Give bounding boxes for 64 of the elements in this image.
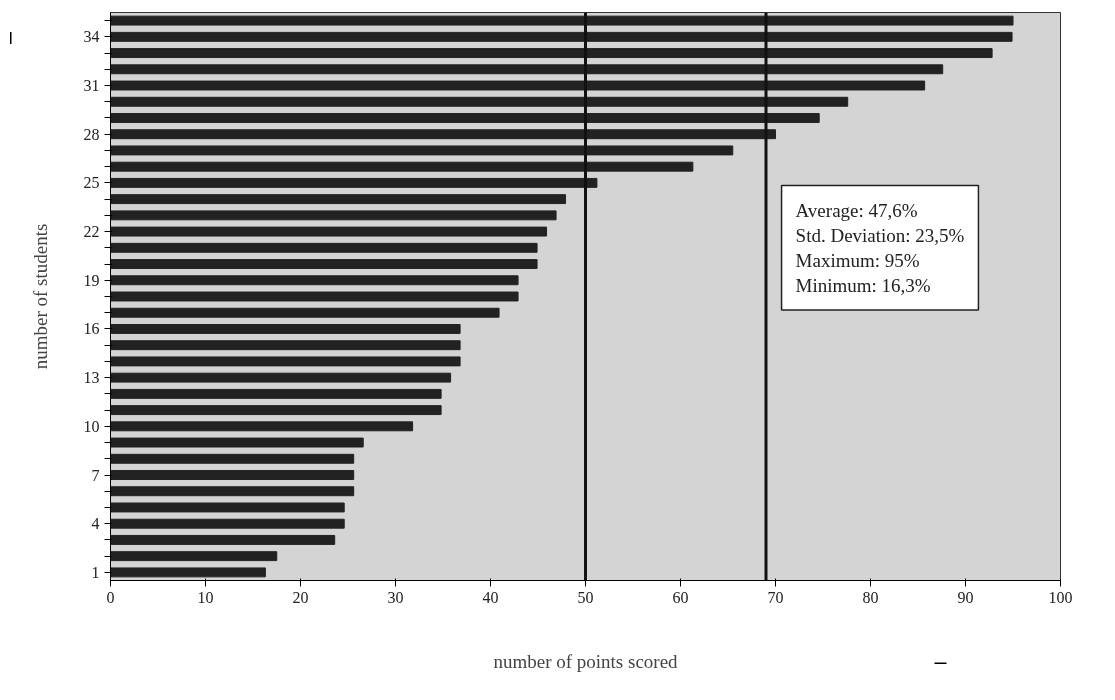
y-tick-label: 31: [83, 77, 100, 95]
bar: [110, 323, 461, 334]
bar: [110, 502, 345, 513]
x-tick-label: 10: [197, 588, 214, 606]
bar: [110, 80, 926, 91]
bar: [110, 340, 461, 351]
bar: [110, 372, 452, 383]
bar: [110, 15, 1014, 26]
bar: [110, 145, 734, 156]
y-axis-title: number of students: [29, 223, 51, 370]
bar: [110, 534, 336, 545]
x-tick-label: 0: [106, 588, 115, 606]
y-tick-label: 7: [91, 466, 100, 484]
annotation: Maximum: 95%: [795, 249, 920, 271]
bar: [110, 210, 557, 221]
bar: [110, 226, 548, 237]
x-tick-label: 70: [767, 588, 784, 606]
y-tick-label: 28: [83, 125, 100, 143]
bar: [110, 567, 266, 578]
x-tick-label: 40: [482, 588, 499, 606]
y-tick-label: 22: [83, 223, 100, 241]
bar: [110, 453, 355, 464]
bar: [110, 437, 364, 448]
bar: [110, 31, 1013, 42]
x-tick-label: 50: [577, 588, 594, 606]
y-tick-label: 16: [83, 320, 100, 338]
bar: [110, 177, 598, 188]
y-tick-label: 4: [91, 515, 100, 533]
bar: [110, 470, 355, 480]
y-tick-label: 1: [91, 563, 100, 581]
bar: [110, 113, 820, 123]
bar: [110, 518, 345, 529]
bar: [110, 356, 461, 367]
x-tick-label: 90: [957, 588, 974, 606]
y-tick-label: 10: [83, 417, 100, 435]
bar: [110, 129, 776, 140]
y-tick-label: 25: [83, 174, 100, 192]
bar: [110, 96, 849, 107]
annotation: Average: 47,6%: [795, 199, 918, 221]
bar: [110, 194, 567, 205]
annotation: Std. Deviation: 23,5%: [795, 224, 965, 246]
x-axis-title: number of points scored: [493, 650, 679, 672]
bar: [110, 48, 993, 59]
bar: [110, 275, 519, 286]
x-tick-label: 30: [387, 588, 404, 606]
bar: [110, 259, 538, 270]
bar: [110, 486, 355, 497]
bar: [110, 64, 944, 75]
bar: [110, 551, 278, 562]
bar: [110, 421, 414, 432]
y-tick-label: 19: [83, 271, 100, 289]
bar: [110, 307, 500, 318]
annotation: Minimum: 16,3%: [795, 275, 931, 297]
bar: [110, 388, 442, 399]
x-tick-label: 80: [862, 588, 879, 606]
bar: [110, 291, 519, 302]
x-tick-label: 60: [672, 588, 689, 606]
y-tick-label: 34: [83, 28, 100, 46]
y-tick-label: 13: [83, 369, 100, 387]
bar: [110, 405, 442, 416]
x-tick-label: 20: [292, 588, 309, 606]
bar: [110, 242, 538, 253]
bar: [110, 161, 694, 172]
x-tick-label: 100: [1048, 588, 1073, 606]
